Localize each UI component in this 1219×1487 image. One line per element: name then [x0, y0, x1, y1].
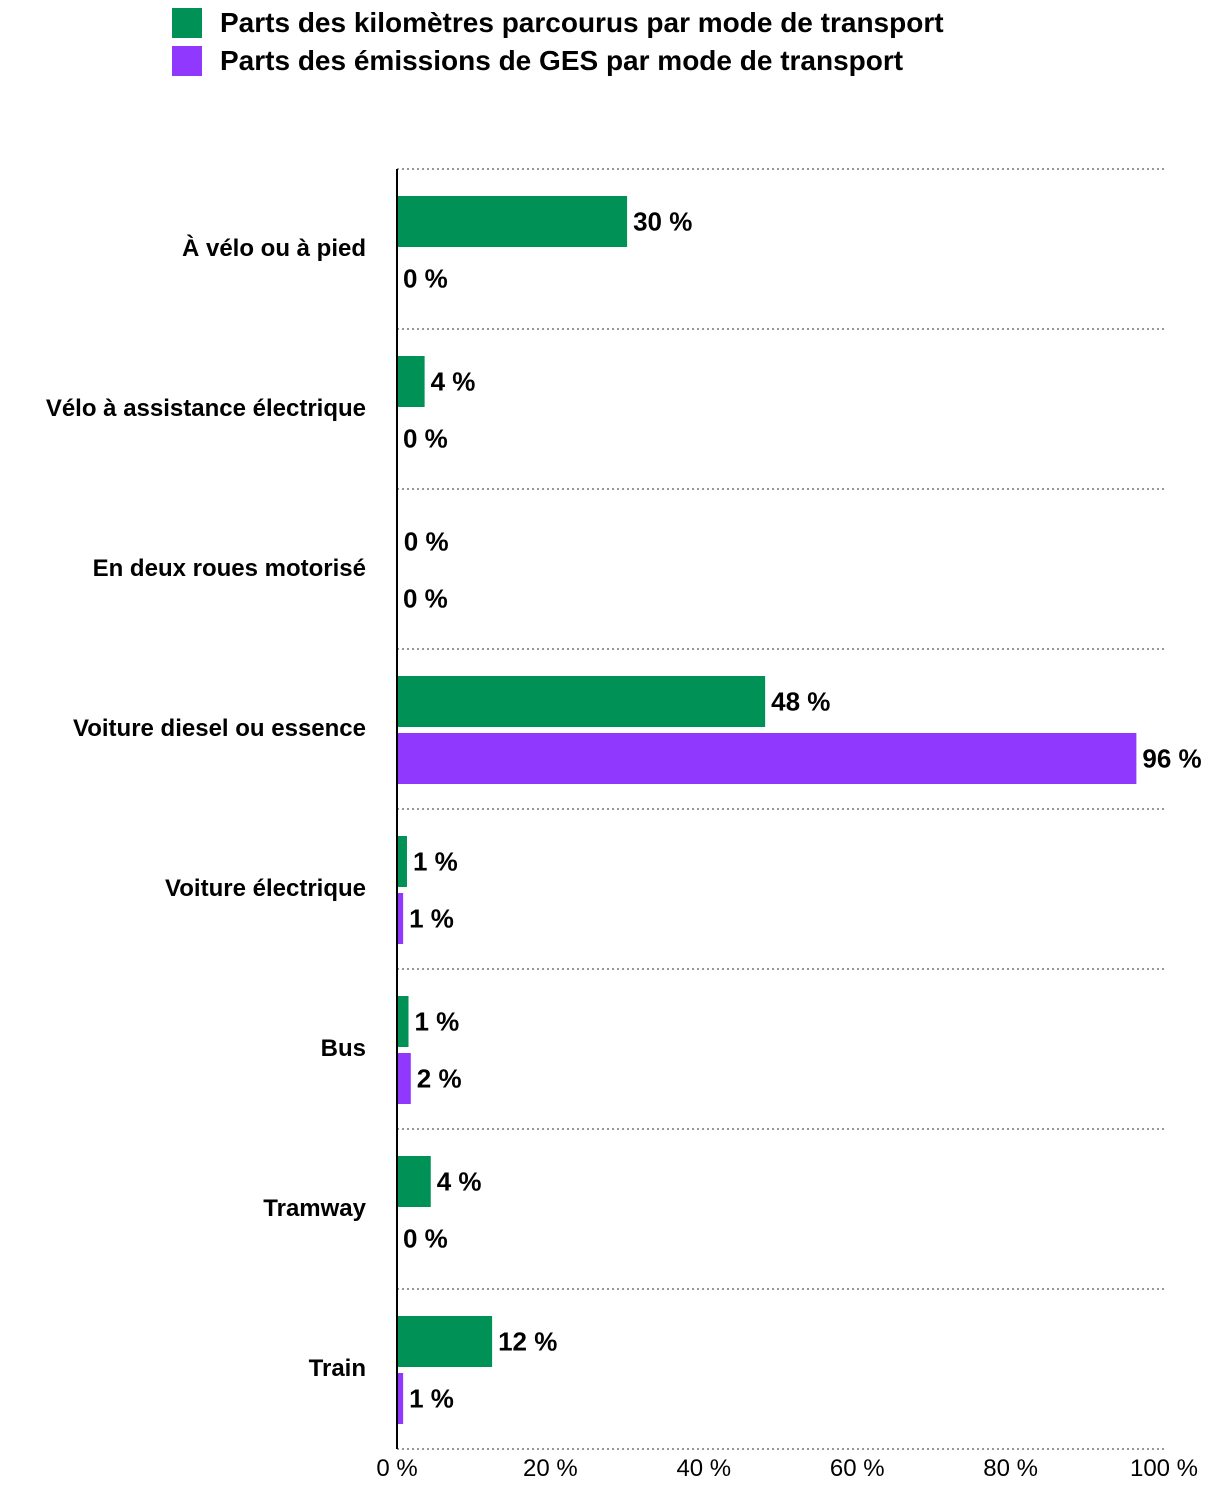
x-tick-label: 0 % [376, 1455, 417, 1482]
bar [397, 1373, 404, 1424]
legend-label-ges: Parts des émissions de GES par mode de t… [220, 45, 904, 76]
bar [397, 676, 766, 727]
data-label: 0 % [403, 1224, 448, 1254]
data-label: 4 % [431, 367, 476, 397]
category-label: Voiture diesel ou essence [73, 715, 366, 742]
x-tick-label: 20 % [523, 1455, 578, 1482]
bar [397, 196, 628, 247]
data-label: 1 % [409, 1384, 454, 1414]
bar [397, 356, 425, 407]
data-label: 1 % [415, 1007, 460, 1037]
data-label: 2 % [417, 1064, 462, 1094]
x-tick-label: 40 % [676, 1455, 731, 1482]
category-label: Bus [321, 1035, 366, 1062]
legend-item-ges: Parts des émissions de GES par mode de t… [172, 42, 944, 80]
category-label: En deux roues motorisé [93, 555, 366, 582]
legend-swatch-km [172, 8, 202, 38]
x-tick-label: 80 % [983, 1455, 1038, 1482]
bar [397, 836, 407, 887]
data-label: 48 % [771, 687, 830, 717]
data-label: 0 % [404, 527, 449, 557]
x-tick-label: 100 % [1130, 1455, 1198, 1482]
legend-swatch-ges [172, 46, 202, 76]
data-label: 4 % [437, 1167, 482, 1197]
data-label: 30 % [633, 207, 692, 237]
category-label: Vélo à assistance électrique [46, 395, 366, 422]
category-label: Tramway [263, 1195, 366, 1222]
legend-item-km: Parts des kilomètres parcourus par mode … [172, 4, 944, 42]
legend-label-km: Parts des kilomètres parcourus par mode … [220, 7, 944, 38]
category-label: À vélo ou à pied [182, 234, 366, 262]
data-label: 12 % [498, 1327, 557, 1357]
bar [397, 1316, 493, 1367]
data-label: 0 % [403, 584, 448, 614]
data-label: 1 % [413, 847, 458, 877]
category-label: Train [309, 1355, 366, 1382]
data-label: 0 % [403, 424, 448, 454]
bar [397, 733, 1137, 784]
data-label: 0 % [403, 264, 448, 294]
x-tick-label: 60 % [830, 1455, 885, 1482]
data-label: 96 % [1142, 744, 1201, 774]
bar [397, 893, 404, 944]
chart-legend: Parts des kilomètres parcourus par mode … [172, 4, 944, 80]
bar [397, 1053, 411, 1104]
data-label: 1 % [409, 904, 454, 934]
category-label: Voiture électrique [165, 875, 366, 902]
bar [397, 1156, 431, 1207]
bar [397, 996, 409, 1047]
